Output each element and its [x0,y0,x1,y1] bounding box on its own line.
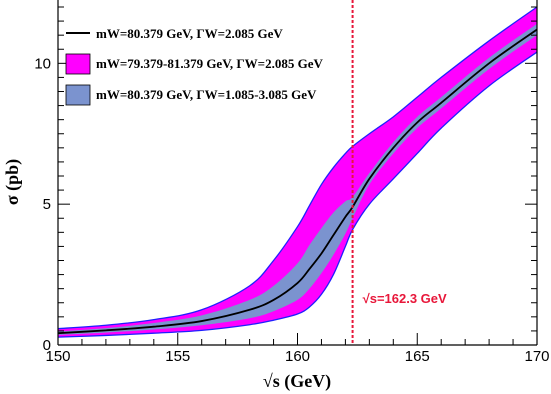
y-tick-label: 10 [34,55,51,72]
x-tick-label: 160 [285,348,310,365]
mass-band-upper-edge [58,6,537,330]
width-band [58,23,537,335]
y-axis-label: σ (pb) [2,159,23,205]
x-tick-label: 165 [405,348,430,365]
x-tick-label: 150 [45,348,70,365]
mass-band-lower-edge [58,51,537,338]
bands [58,6,537,338]
x-tick-label: 155 [165,348,190,365]
central-line [58,28,537,335]
legend-blue-swatch [65,84,91,106]
x-tick-label: 170 [524,348,549,365]
legend-entry-3: mW=80.379 GeV, ΓW=1.085-3.085 GeV [96,87,317,102]
legend: mW=80.379 GeV, ΓW=2.085 GeV mW=79.379-81… [65,26,323,106]
y-tick-label: 5 [43,196,51,213]
x-axis-label: √s (GeV) [263,371,331,392]
legend-entry-2: mW=79.379-81.379 GeV, ΓW=2.085 GeV [96,56,323,71]
legend-entry-1: mW=80.379 GeV, ΓW=2.085 GeV [96,26,283,41]
threshold-label: √s=162.3 GeV [363,291,447,306]
y-tick-label: 0 [43,337,51,354]
legend-magenta-swatch [65,53,91,75]
x-axis-ticks: 150 155 160 165 170 [45,333,550,365]
y-axis-ticks: 0 5 10 [34,6,537,354]
